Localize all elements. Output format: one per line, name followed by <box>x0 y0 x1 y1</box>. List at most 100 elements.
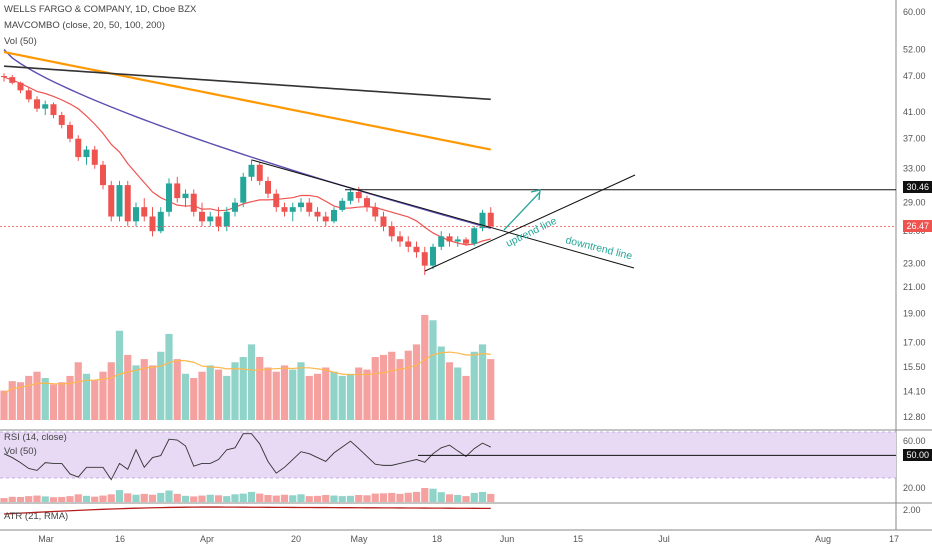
price-tick-label: 15.50 <box>903 362 926 372</box>
volume-bar <box>223 375 231 420</box>
rsi-line <box>3 433 491 481</box>
rsi-volume-bar <box>99 495 107 502</box>
candle-body <box>471 228 478 244</box>
candle-body <box>421 252 428 266</box>
volume-bar <box>256 357 264 420</box>
volume-bar <box>58 382 66 420</box>
time-tick-label: 15 <box>573 534 583 544</box>
candle-body <box>91 149 98 165</box>
candle-body <box>83 149 90 158</box>
rsi-volume-bar <box>8 496 16 502</box>
candle-body <box>67 124 73 139</box>
price-tick-label: 60.00 <box>903 7 926 17</box>
atr-pane <box>3 506 491 515</box>
rsi-volume-bar <box>66 496 74 502</box>
candle-body <box>42 104 49 109</box>
rsi-volume-bar <box>454 495 462 502</box>
candle-body <box>347 191 354 201</box>
atr-legend[interactable]: ATR (21, RMA) <box>4 511 69 522</box>
rsi-legend[interactable]: RSI (14, close) <box>4 432 67 443</box>
volume-bar <box>297 362 305 420</box>
rsi-volume-bar <box>346 495 355 502</box>
volume-bar <box>8 381 16 420</box>
rsi-volume-bar <box>371 493 379 502</box>
price-tick-label: 19.00 <box>903 308 926 318</box>
candle-body <box>1 76 7 78</box>
rsi-volume-bar <box>181 495 190 502</box>
volume-ma-line <box>3 351 491 394</box>
volume-bar <box>371 357 379 420</box>
candle-body <box>174 183 181 199</box>
rsi-volume-bar <box>330 495 338 502</box>
candle-body <box>388 226 395 237</box>
rsi-volume-bar <box>478 491 487 502</box>
candle-body <box>289 207 296 212</box>
volume-bar <box>25 375 33 420</box>
projection-arrow-head <box>530 189 541 201</box>
rsi-volume-bar <box>280 494 289 502</box>
volume-bar <box>355 367 363 420</box>
candle-body <box>273 193 280 208</box>
candles <box>1 73 494 276</box>
rsi-volume-bar <box>239 493 247 502</box>
rsi-volume-bar <box>487 493 495 502</box>
rsi-volume-bar <box>115 490 124 502</box>
candle-body <box>306 202 313 212</box>
rsi-volume-bar <box>338 496 346 502</box>
ma100-line <box>3 50 491 151</box>
candle-body <box>256 164 263 181</box>
time-tick-label: 17 <box>889 534 899 544</box>
candle-body <box>149 216 156 232</box>
rsi-volume-bar <box>421 488 429 502</box>
candle-body <box>9 77 16 83</box>
candle-body <box>133 207 139 222</box>
candle-body <box>157 211 164 232</box>
candle-body <box>248 164 255 177</box>
volume-legend[interactable]: Vol (50) <box>4 36 37 47</box>
rsi-volume-bar <box>404 492 412 502</box>
rsi-volume-bar <box>322 495 330 502</box>
symbol-title[interactable]: WELLS FARGO & COMPANY, 1D, Cboe BZX <box>4 4 197 15</box>
volume-bar <box>173 359 181 420</box>
candle-body <box>182 193 189 199</box>
candle-body <box>166 183 172 212</box>
mavcombo-legend[interactable]: MAVCOMBO (close, 20, 50, 100, 200) <box>4 20 165 31</box>
time-tick-label: Jun <box>500 534 515 544</box>
volume-bar <box>206 365 214 420</box>
time-tick-label: Mar <box>38 534 54 544</box>
rsi-volume-bar <box>396 493 404 502</box>
price-tick-label: 12.80 <box>903 412 926 422</box>
candle-body <box>322 216 329 222</box>
rsi-volume-bar <box>173 493 181 502</box>
volume-bar <box>124 354 132 420</box>
ma50-line <box>3 49 491 229</box>
volume-bar <box>115 330 124 420</box>
rsi-volume-bar <box>297 494 305 502</box>
time-tick-label: Jul <box>658 534 670 544</box>
volume-bar <box>272 371 280 420</box>
candle-body <box>430 246 436 266</box>
volume-bar <box>487 359 495 420</box>
rsi-volume-bar <box>124 493 132 502</box>
rsi-volume-bar <box>132 494 140 502</box>
volume-bar <box>470 351 478 420</box>
candle-body <box>265 180 271 194</box>
moving-averages <box>3 49 491 246</box>
candle-body <box>298 202 304 208</box>
rsi-volume-bar <box>148 494 157 502</box>
candle-body <box>116 185 123 217</box>
rsi-volume-bar <box>198 495 206 502</box>
axes: 60.0052.0047.0041.0037.0033.0029.0026.00… <box>38 7 925 544</box>
rsi-volume-bar <box>0 498 8 502</box>
volume-bar <box>379 354 388 420</box>
rsi-volume-legend[interactable]: Vol (50) <box>4 446 37 457</box>
rsi-volume-bar <box>231 494 239 502</box>
candle-body <box>314 211 321 217</box>
volume-bar <box>99 371 107 420</box>
price-tick-label: 14.10 <box>903 387 926 397</box>
rsi-volume-bar <box>58 496 66 502</box>
candle-body <box>34 99 40 109</box>
rsi-volume-bar <box>41 496 49 502</box>
volume-bar <box>412 344 421 420</box>
